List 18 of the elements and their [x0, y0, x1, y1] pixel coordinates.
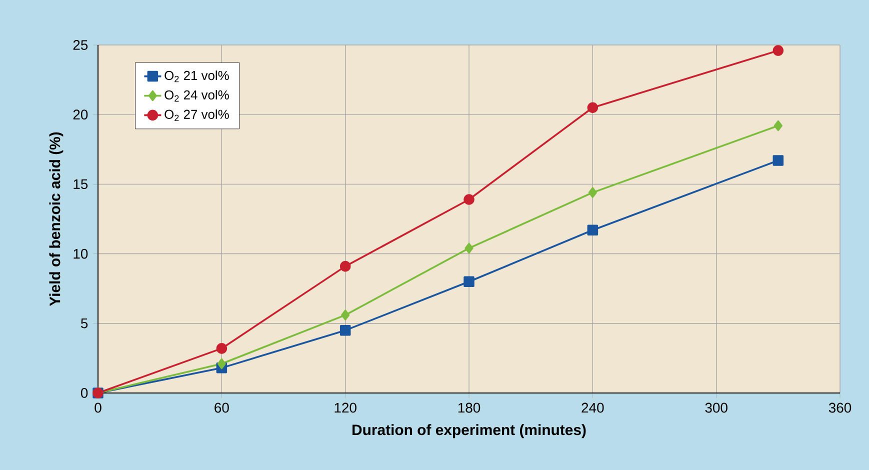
y-tick-label: 5	[80, 318, 88, 328]
x-axis-title: Duration of experiment (minutes)	[352, 424, 586, 438]
x-tick-label: 300	[705, 402, 728, 413]
legend-label: O$_{2}$ 24 vol%	[164, 90, 229, 102]
y-tick-label: 15	[74, 179, 88, 190]
y-tick-label: 10	[74, 248, 88, 259]
y-tick-label: 0	[80, 388, 88, 398]
y-axis-title: Yield of benzoic acid (%)	[49, 132, 64, 306]
x-tick-label: 180	[458, 402, 480, 413]
y-tick-label: 20	[73, 110, 88, 120]
x-tick-label: 360	[828, 402, 852, 413]
legend-label: O$_{2}$ 27 vol%	[164, 109, 229, 122]
y-tick-label: 25	[73, 40, 88, 50]
x-tick-label: 120	[334, 402, 356, 413]
x-tick-label: 240	[582, 402, 604, 413]
legend-label: O$_{2}$ 21 vol%	[164, 70, 229, 82]
x-tick-label: 0	[94, 402, 102, 413]
x-tick-label: 60	[214, 402, 229, 413]
